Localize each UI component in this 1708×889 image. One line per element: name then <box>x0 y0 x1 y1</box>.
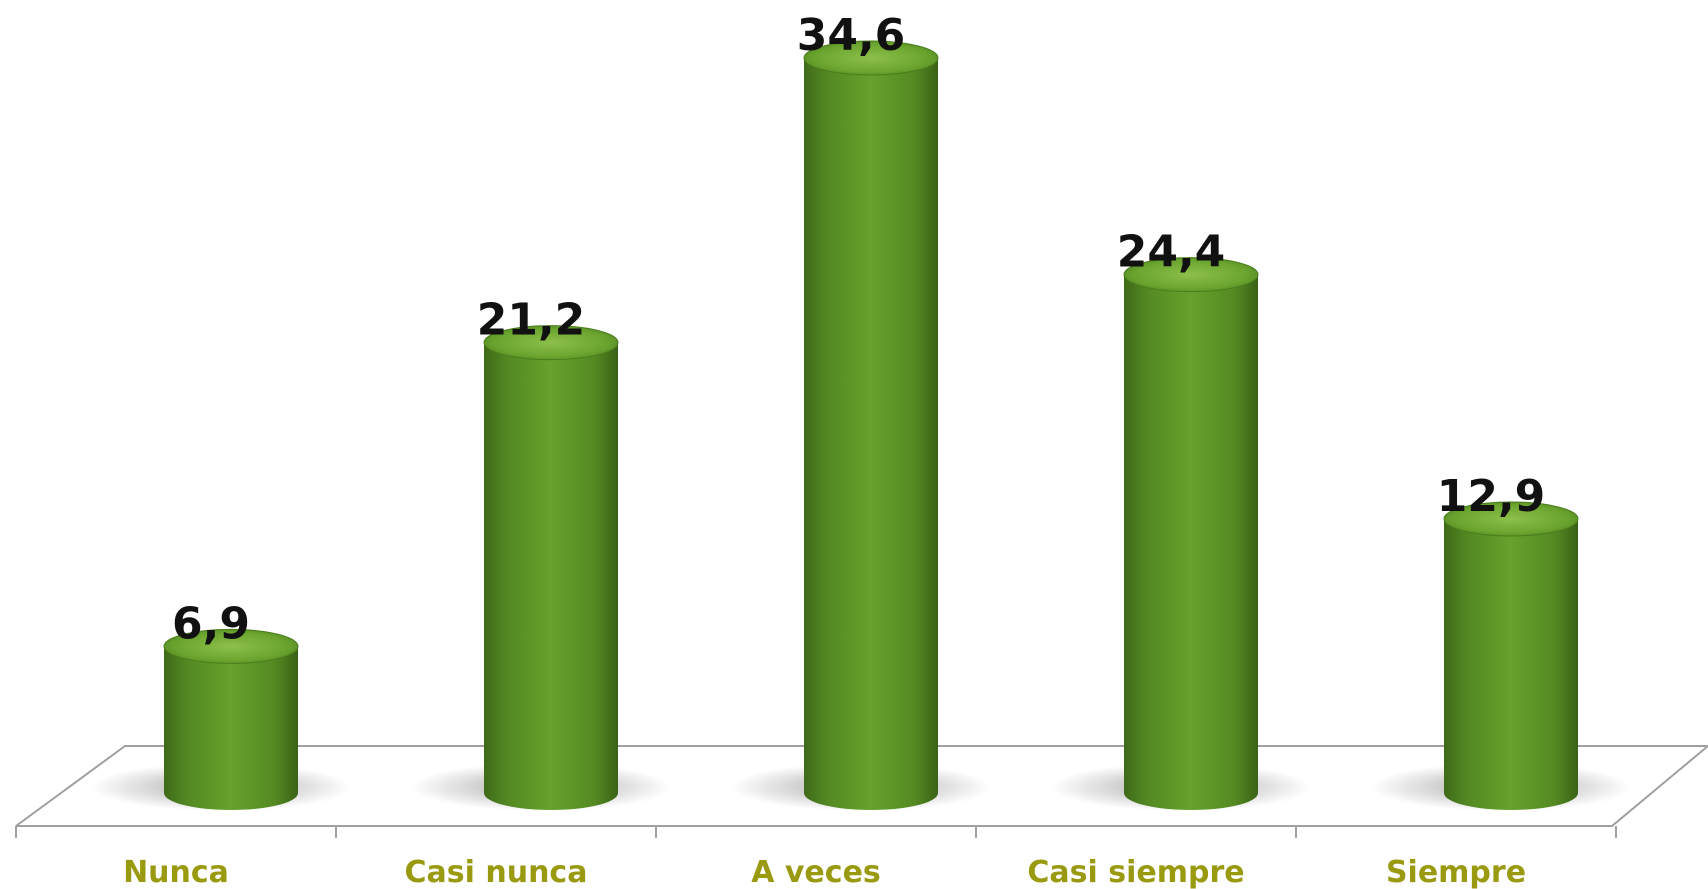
bar-top <box>803 40 939 76</box>
data-label: 12,9 <box>1437 471 1546 522</box>
category-label: Nunca <box>123 855 229 889</box>
category-label: Siempre <box>1386 855 1526 889</box>
data-label: 34,6 <box>797 10 906 61</box>
category-labels: Nunca Casi nunca A veces Casi siempre Siempr… <box>123 855 1526 889</box>
bar-top <box>1443 501 1579 537</box>
data-label: 6,9 <box>172 598 250 649</box>
category-label: Casi nunca <box>405 855 588 889</box>
data-labels: 6,9 21,2 34,6 24,4 12,9 <box>172 10 1545 649</box>
bar-casi-nunca <box>484 342 618 810</box>
data-label: 21,2 <box>477 295 586 346</box>
bars <box>163 40 1579 811</box>
bar-casi-siempre <box>1124 274 1258 811</box>
x-axis-ticks <box>15 826 1617 838</box>
category-label: Casi siempre <box>1027 855 1244 889</box>
bar-top <box>483 325 619 361</box>
floor-front-edge <box>16 745 1708 827</box>
bar-nunca <box>164 646 298 810</box>
bar-siempre <box>1444 518 1578 810</box>
data-label: 24,4 <box>1117 227 1226 278</box>
bar-top <box>163 628 299 664</box>
category-label: A veces <box>751 855 881 889</box>
bar-top <box>1123 257 1259 293</box>
bar-a-veces <box>804 58 938 810</box>
